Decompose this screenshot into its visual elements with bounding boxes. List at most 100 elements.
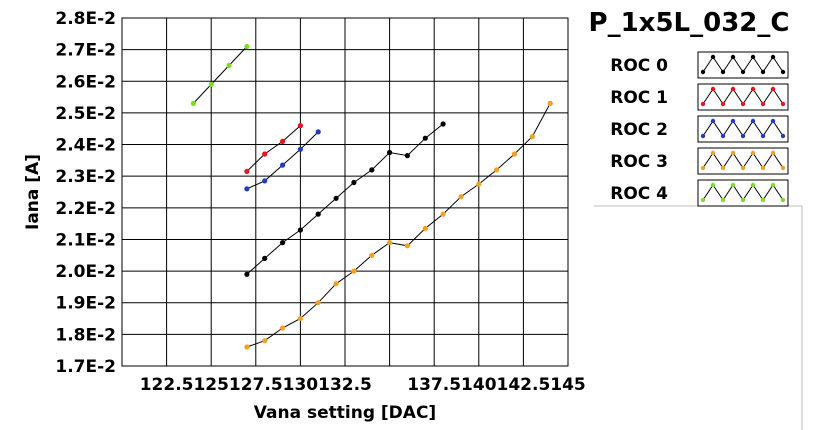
legend-item: ROC 3 [610,147,789,175]
series-line [246,103,551,348]
data-point [280,325,286,331]
legend-marker [750,54,756,60]
legend-marker [740,133,746,139]
data-point [262,255,268,261]
data-point [190,100,196,106]
legend-marker [770,54,776,60]
y-tick-label: 2.1E-2 [55,230,116,250]
legend-marker [780,197,786,203]
data-point [547,100,553,106]
y-tick-label: 1.7E-2 [55,357,116,377]
legend-marker [740,101,746,107]
data-point [351,268,357,274]
legend-marker [780,69,786,75]
series-line [246,125,301,172]
data-point [297,146,303,152]
legend-marker [760,197,766,203]
legend-marker [740,197,746,203]
legend-marker [750,86,756,92]
data-point [244,344,250,350]
data-point [333,195,339,201]
x-tick-label: 142.5 [497,375,551,395]
legend-marker [750,182,756,188]
legend-marker [760,69,766,75]
legend-marker [700,133,706,139]
x-tick-label: 137.5 [407,375,461,395]
tick-labels: 1.7E-2 1.8E-2 1.9E-2 2.0E-2 2.1E-2 2.2E-2 2.3E… [55,9,585,395]
legend-marker [700,101,706,107]
data-point [404,243,410,249]
x-axis-title: Vana setting [DAC] [254,403,436,423]
y-tick-label: 2.4E-2 [55,136,116,156]
data-point [440,211,446,217]
legend-marker [700,197,706,203]
grid [122,17,569,367]
series-3 [244,100,553,350]
legend-marker [780,133,786,139]
data-point [244,271,250,277]
series-line [193,46,248,104]
data-point [208,81,214,87]
data-point [262,338,268,344]
series-2 [244,129,321,192]
x-tick-label: 145 [550,375,586,395]
series-group [190,43,553,350]
legend-marker [710,86,716,92]
y-tick-label: 2.3E-2 [55,167,116,187]
legend-marker [730,150,736,156]
data-point [351,179,357,186]
series-0 [244,121,446,277]
data-point [422,225,428,231]
x-tick-label: 125 [193,375,229,395]
legend-marker [750,150,756,156]
legend-marker [710,54,716,60]
legend-marker [720,197,726,203]
chart-title: P_1x5L_032_C [589,8,790,38]
legend-marker [780,101,786,107]
legend-marker [720,69,726,75]
data-point [297,123,303,129]
data-point [404,153,410,159]
y-axis-title: Iana [A] [23,154,43,230]
y-tick-label: 1.9E-2 [55,294,116,314]
x-tick-label: 122.5 [140,375,194,395]
data-point [529,134,535,140]
data-point [315,129,321,135]
y-tick-label: 2.0E-2 [55,262,116,282]
legend-item: ROC 4 [610,179,789,207]
series-1 [244,123,303,174]
legend-marker [720,133,726,139]
legend-label: ROC 1 [610,88,668,108]
x-tick-label: 132.5 [318,375,372,395]
data-point [244,168,250,174]
y-tick-label: 1.8E-2 [55,325,116,345]
y-tick-label: 2.5E-2 [55,104,116,124]
legend-marker [700,69,706,75]
legend-marker [750,118,756,124]
legend-marker [770,118,776,124]
data-point [315,300,321,306]
data-point [440,121,446,127]
data-point [422,135,428,141]
legend-marker [760,101,766,107]
legend-marker [760,133,766,139]
y-tick-label: 2.2E-2 [55,199,116,219]
legend-marker [760,165,766,171]
data-point [369,252,375,258]
y-tick-label: 2.8E-2 [55,9,116,29]
data-point [494,167,500,173]
data-point [297,315,303,322]
data-point [262,151,268,157]
data-point [387,149,393,156]
legend-marker [730,54,736,60]
data-point [369,167,375,173]
data-point [387,240,393,246]
legend-item: ROC 0 [610,51,789,79]
legend-marker [700,165,706,171]
legend-marker [720,165,726,171]
legend-marker [730,118,736,124]
legend-marker [730,182,736,188]
x-tick-label: 127.5 [229,375,283,395]
data-point [244,186,250,192]
